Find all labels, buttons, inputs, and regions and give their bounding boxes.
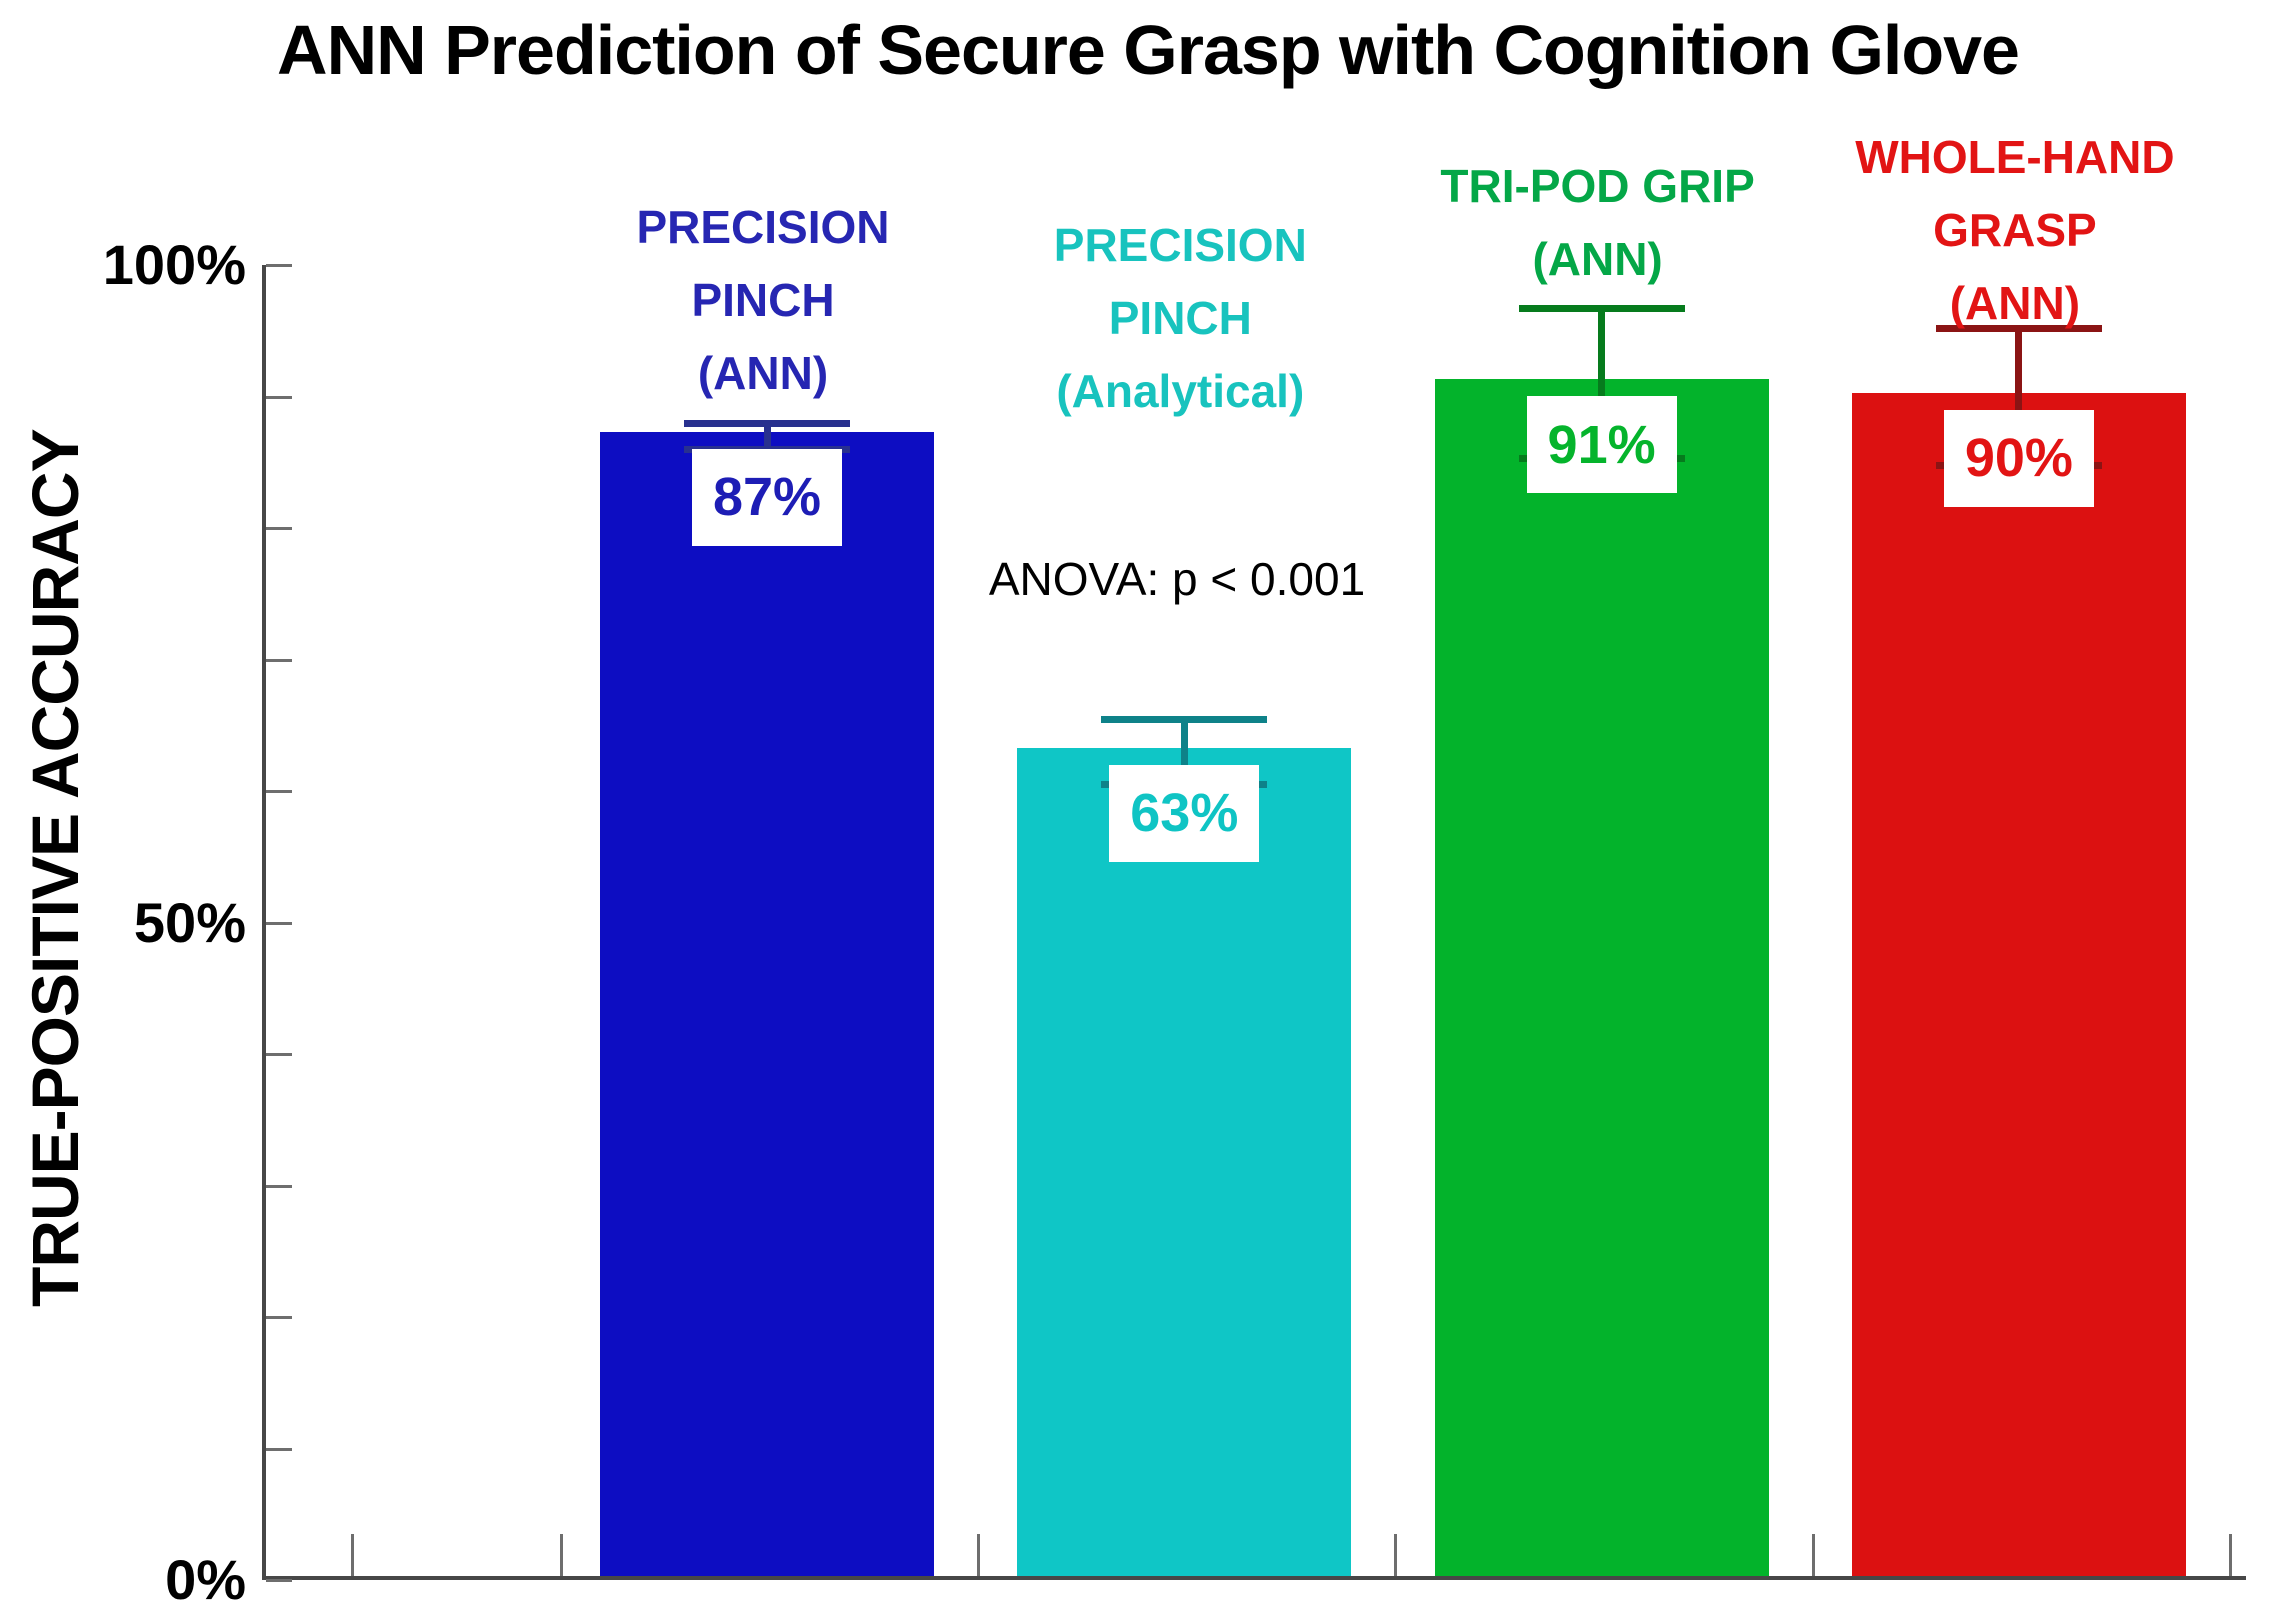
error-bar-cap-top-tri-pod-grip-ann — [1518, 305, 1685, 313]
value-box-precision-pinch-ann: 87% — [692, 448, 842, 546]
value-label-tri-pod-grip-ann: 91% — [1547, 414, 1656, 475]
error-bar-cap-top-precision-pinch-ann — [684, 419, 850, 427]
bar-precision-pinch-analytical — [1017, 747, 1352, 1576]
y-tick-label: 0% — [165, 1548, 246, 1611]
bar-whole-hand-grasp-ann — [1851, 392, 2186, 1576]
bar-tri-pod-grip-ann — [1434, 379, 1769, 1576]
value-label-precision-pinch-ann: 87% — [712, 467, 822, 528]
anova-annotation: ANOVA: p < 0.001 — [988, 553, 1366, 605]
y-axis-tick — [266, 658, 292, 662]
plot-area: 87% 63% 91% 90% — [262, 264, 2246, 1582]
error-bar-cap-top-precision-pinch-analytical — [1101, 715, 1268, 723]
value-label-whole-hand-grasp-ann: 90% — [1964, 428, 2073, 488]
error-bar-precision-pinch-ann — [763, 422, 771, 450]
value-label-precision-pinch-analytical: 63% — [1130, 783, 1239, 844]
error-bar-cap-top-whole-hand-grasp-ann — [1935, 325, 2102, 333]
y-axis-tick — [266, 790, 292, 793]
error-bar-precision-pinch-analytical — [1180, 718, 1188, 785]
category-label-line: PRECISION — [636, 201, 890, 253]
y-axis-title: TRUE-POSITIVE ACCURACY — [18, 429, 92, 1307]
y-axis-tick — [266, 921, 292, 925]
category-label-line: (ANN) — [1532, 233, 1663, 285]
value-box-whole-hand-grasp-ann: 90% — [1943, 409, 2094, 507]
y-axis-tick — [266, 395, 292, 399]
category-label-line: GRASP — [1933, 204, 2097, 256]
bar-precision-pinch-ann — [600, 431, 934, 1576]
y-axis-tick — [266, 1184, 292, 1188]
category-label-precision-pinch-ann: PRECISION PINCH (ANN) — [463, 191, 1063, 410]
y-tick-label: 50% — [133, 890, 246, 954]
error-bar-tri-pod-grip-ann — [1598, 308, 1606, 459]
x-axis-tick — [559, 1534, 563, 1576]
y-axis-tick — [266, 1053, 292, 1056]
value-box-precision-pinch-analytical: 63% — [1109, 764, 1260, 862]
y-axis-tick — [266, 1316, 292, 1319]
value-box-tri-pod-grip-ann: 91% — [1526, 396, 1677, 494]
category-label-tri-pod-grip-ann: TRI-POD GRIP (ANN) — [1298, 150, 1898, 296]
category-label-line: PINCH — [691, 274, 835, 326]
y-axis-tick — [266, 1579, 292, 1582]
x-axis-tick — [2228, 1534, 2232, 1576]
y-tick-label: 100% — [102, 233, 246, 296]
y-axis-tick — [266, 264, 292, 267]
y-axis-tick — [266, 1447, 292, 1451]
category-label-whole-hand-grasp-ann: WHOLE-HAND GRASP (ANN) — [1715, 121, 2296, 340]
category-label-line: TRI-POD GRIP — [1440, 160, 1755, 212]
category-label-line: (ANN) — [697, 347, 829, 399]
category-label-line: (Analytical) — [1056, 365, 1305, 417]
category-label-line: WHOLE-HAND — [1855, 131, 2175, 183]
category-label-line: PRECISION — [1053, 219, 1307, 271]
x-axis-tick — [1811, 1534, 1815, 1576]
category-label-precision-pinch-analytical: PRECISION PINCH (Analytical) — [880, 209, 1480, 428]
chart-title: ANN Prediction of Secure Grasp with Cogn… — [277, 11, 2020, 89]
error-bar-whole-hand-grasp-ann — [2015, 328, 2023, 465]
x-axis-tick — [1394, 1534, 1398, 1576]
y-axis-tick — [266, 527, 292, 530]
category-label-line: (ANN) — [1949, 277, 2081, 329]
category-label-line: PINCH — [1108, 292, 1252, 344]
x-axis-tick — [351, 1534, 354, 1576]
x-axis-tick — [976, 1534, 980, 1576]
